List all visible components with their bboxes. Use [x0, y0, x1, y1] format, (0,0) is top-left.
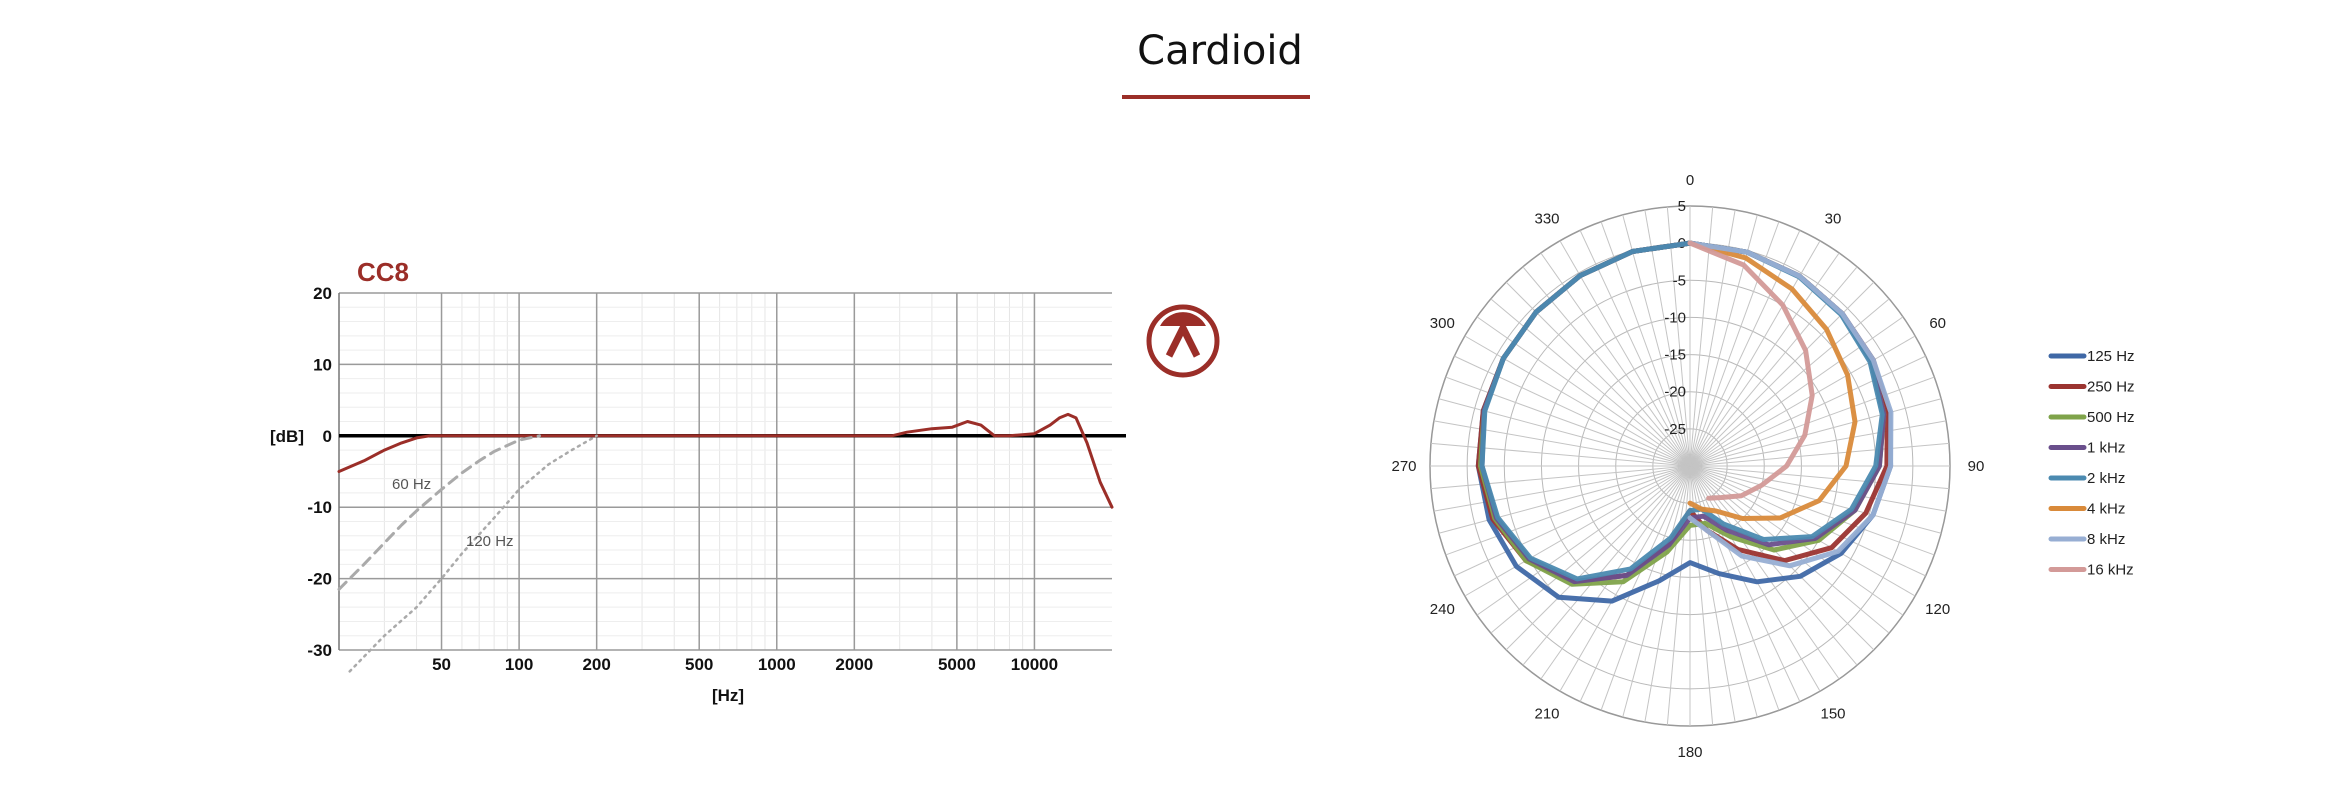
polar-spoke	[1445, 376, 1691, 467]
radial-tick-label: -5	[1673, 272, 1686, 289]
x-tick-label: 200	[582, 655, 610, 674]
polar-spoke	[1476, 465, 1691, 616]
angle-label: 240	[1430, 601, 1455, 618]
polar-spoke	[1666, 465, 1691, 726]
polar-spoke	[1438, 465, 1691, 534]
highpass-60hz-curve	[337, 434, 541, 591]
angle-label: 210	[1534, 706, 1559, 723]
angle-label: 30	[1825, 210, 1842, 227]
polar-curve-2-khz	[1479, 240, 1885, 582]
polar-spoke	[1430, 465, 1691, 490]
polar-spoke	[1579, 465, 1691, 702]
polar-spoke	[1438, 398, 1691, 467]
polar-spoke	[1433, 420, 1691, 467]
polar-spoke	[1559, 240, 1691, 467]
polar-spoke	[1689, 465, 1935, 556]
annotation-60hz: 60 Hz	[392, 476, 431, 493]
angle-label: 90	[1968, 458, 1985, 475]
polar-curve-16-khz	[1687, 240, 1815, 501]
x-tick-label: 1000	[758, 655, 796, 674]
polar-curve-4-khz	[1687, 240, 1858, 521]
angle-label: 300	[1430, 315, 1455, 332]
polar-spoke	[1689, 465, 1890, 634]
polar-spoke	[1490, 465, 1691, 634]
polar-spoke	[1689, 376, 1935, 467]
legend-label: 1 kHz	[2087, 440, 2125, 457]
polar-spoke	[1689, 465, 1821, 692]
y-tick-label: 10	[313, 355, 332, 374]
polar-spoke	[1689, 316, 1904, 467]
polar-spoke	[1454, 465, 1691, 577]
polar-spoke	[1689, 465, 1947, 512]
polar-spoke	[1689, 465, 1840, 680]
polar-spoke	[1445, 465, 1691, 556]
polar-spoke	[1689, 398, 1942, 467]
polar-curve-8-khz	[1687, 240, 1894, 569]
x-axis-label: [Hz]	[712, 686, 744, 705]
legend-label: 16 kHz	[2087, 562, 2134, 579]
y-tick-label: -20	[307, 570, 332, 589]
polar-spoke	[1689, 335, 1916, 467]
radial-tick-label: -25	[1664, 421, 1686, 438]
polar-spoke	[1689, 420, 1947, 467]
polar-pattern-chart: 50-5-10-15-20-25030609012015018021024027…	[1391, 172, 2135, 761]
polar-spoke	[1522, 465, 1691, 666]
polar-spoke	[1644, 209, 1691, 467]
polar-spoke	[1464, 465, 1691, 597]
angle-label: 120	[1925, 601, 1950, 618]
polar-spoke	[1689, 442, 1950, 467]
angle-label: 0	[1686, 172, 1694, 189]
angle-label: 150	[1820, 706, 1845, 723]
polar-spoke	[1433, 465, 1691, 512]
legend-label: 250 Hz	[2087, 379, 2135, 396]
x-tick-label: 50	[432, 655, 451, 674]
polar-spoke	[1666, 206, 1691, 467]
polar-spoke	[1430, 442, 1691, 467]
angle-label: 270	[1391, 458, 1416, 475]
radial-tick-label: 5	[1678, 198, 1686, 215]
legend-label: 500 Hz	[2087, 409, 2135, 426]
angle-label: 180	[1677, 744, 1702, 761]
x-tick-label: 100	[505, 655, 533, 674]
page-title: Cardioid	[1137, 28, 1303, 74]
y-tick-label: -10	[307, 498, 332, 517]
legend-label: 4 kHz	[2087, 501, 2125, 518]
legend-label: 125 Hz	[2087, 348, 2135, 365]
x-tick-label: 500	[685, 655, 713, 674]
polar-spoke	[1689, 465, 1780, 711]
legend-label: 8 kHz	[2087, 531, 2125, 548]
response-curve	[337, 412, 1114, 509]
polar-spoke	[1454, 355, 1691, 467]
polar-spoke	[1689, 465, 1801, 702]
polar-spoke	[1689, 298, 1890, 467]
x-tick-label: 5000	[938, 655, 976, 674]
polar-spoke	[1622, 465, 1691, 718]
polar-spoke	[1644, 465, 1691, 723]
radial-tick-label: -15	[1664, 347, 1686, 364]
annotation-120hz: 120 Hz	[466, 533, 514, 550]
radial-tick-label: -10	[1664, 309, 1686, 326]
radial-tick-label: -20	[1664, 384, 1686, 401]
polar-spoke	[1505, 465, 1691, 651]
legend-label: 2 kHz	[2087, 470, 2125, 487]
angle-label: 60	[1929, 315, 1946, 332]
title-underline	[1122, 95, 1310, 99]
y-tick-label: -30	[307, 641, 332, 660]
x-tick-label: 2000	[835, 655, 873, 674]
angle-label: 330	[1534, 210, 1559, 227]
polar-spoke	[1689, 465, 1950, 490]
y-tick-label: 20	[313, 284, 332, 303]
y-axis-label: [dB]	[270, 427, 304, 446]
polar-spoke	[1689, 465, 1758, 718]
x-tick-label: 10000	[1011, 655, 1058, 674]
brand-logo-icon	[1146, 304, 1220, 378]
highpass-120hz-curve	[348, 434, 598, 673]
y-tick-label: 0	[323, 427, 332, 446]
polar-spoke	[1600, 221, 1691, 467]
chart-title: CC8	[357, 257, 409, 287]
polar-spoke	[1622, 214, 1691, 467]
polar-spoke	[1689, 465, 1916, 597]
polar-spoke	[1689, 465, 1926, 577]
